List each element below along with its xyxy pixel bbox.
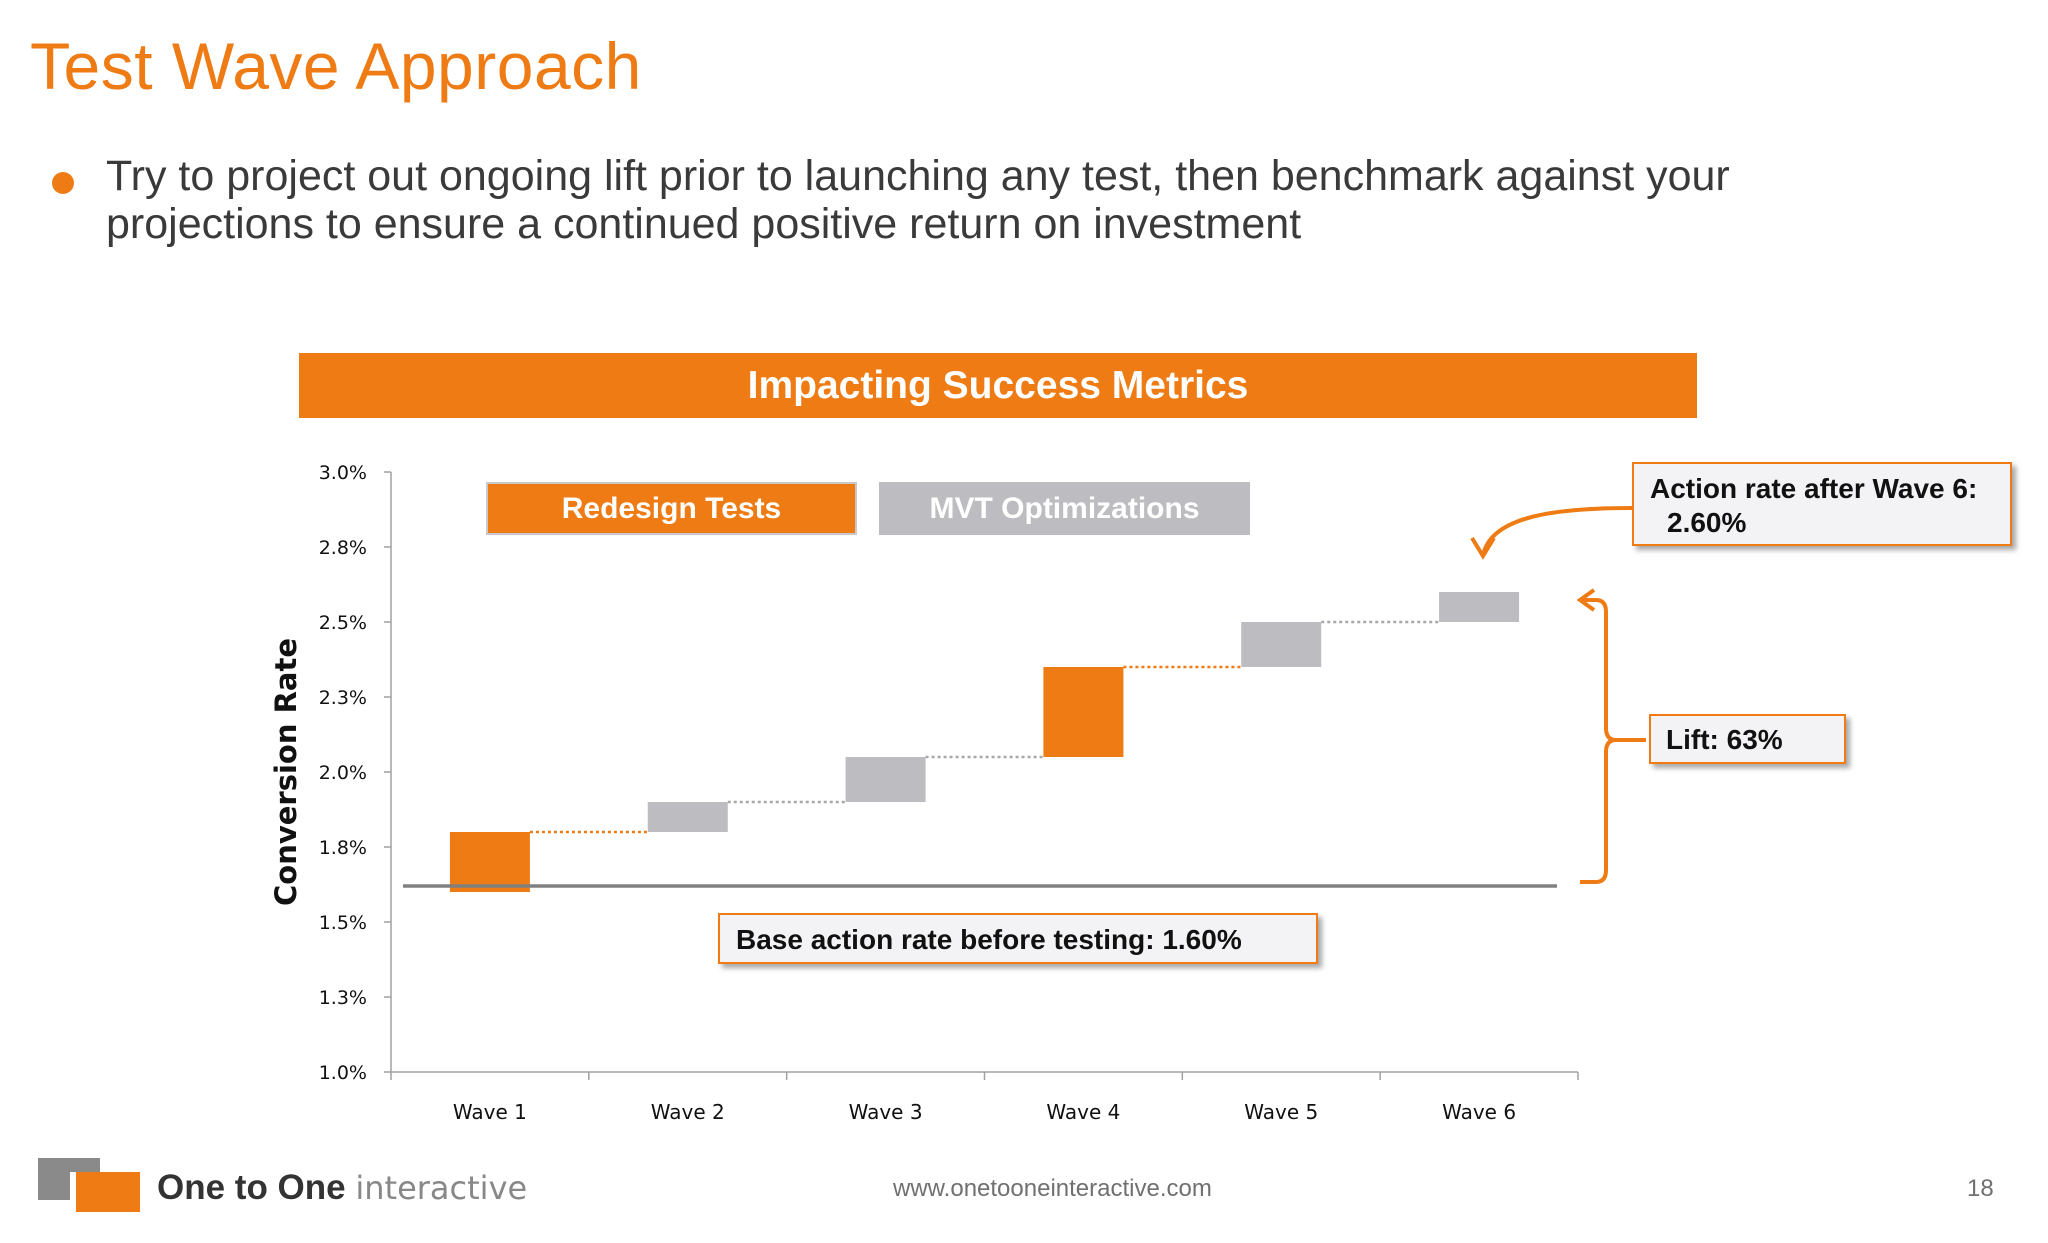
lift-bracket-arrowhead-icon bbox=[1576, 588, 1596, 612]
x-tick-label: Wave 4 bbox=[1046, 1100, 1120, 1124]
slide-title: Test Wave Approach bbox=[30, 29, 642, 103]
waterfall-bar bbox=[449, 832, 530, 892]
y-tick-label: 1.3% bbox=[319, 987, 367, 1009]
bullet-dot-icon bbox=[52, 172, 74, 194]
logo-text-secondary: interactive bbox=[355, 1169, 528, 1207]
x-tick-label: Wave 2 bbox=[651, 1100, 725, 1124]
y-tick-label: 3.0% bbox=[319, 462, 367, 484]
action-rate-callout: Action rate after Wave 6: 2.60% bbox=[1632, 462, 2012, 546]
y-tick-label: 1.0% bbox=[319, 1062, 367, 1084]
x-tick-label: Wave 5 bbox=[1244, 1100, 1318, 1124]
x-tick-label: Wave 3 bbox=[849, 1100, 923, 1124]
y-tick-label: 1.8% bbox=[319, 837, 367, 859]
company-logo-text: One to One interactive bbox=[157, 1168, 527, 1208]
lift-callout: Lift: 63% bbox=[1649, 714, 1846, 764]
page-number: 18 bbox=[1967, 1175, 1994, 1202]
waterfall-bar bbox=[1241, 622, 1322, 667]
company-logo bbox=[38, 1158, 140, 1213]
action-callout-arrow bbox=[1481, 506, 1633, 557]
y-tick-label: 1.5% bbox=[319, 912, 367, 934]
lift-bracket bbox=[1580, 598, 1646, 884]
y-tick-label: 2.5% bbox=[319, 612, 367, 634]
waterfall-bar bbox=[1439, 592, 1520, 622]
y-tick-label: 2.8% bbox=[319, 537, 367, 559]
waterfall-bar bbox=[845, 757, 926, 802]
legend-mvt-optimizations: MVT Optimizations bbox=[879, 482, 1250, 535]
action-rate-label: Action rate after Wave 6: bbox=[1650, 473, 1978, 504]
legend-redesign-tests: Redesign Tests bbox=[486, 482, 857, 535]
x-tick-label: Wave 6 bbox=[1442, 1100, 1516, 1124]
y-axis-label: Conversion Rate bbox=[269, 638, 303, 906]
base-rate-callout: Base action rate before testing: 1.60% bbox=[718, 913, 1318, 964]
x-tick-label: Wave 1 bbox=[453, 1100, 527, 1124]
footer-url: www.onetooneinteractive.com bbox=[893, 1175, 1212, 1202]
logo-orange-block bbox=[70, 1172, 140, 1212]
waterfall-bar bbox=[647, 802, 728, 832]
y-tick-label: 2.3% bbox=[319, 687, 367, 709]
bullet-text: Try to project out ongoing lift prior to… bbox=[106, 152, 1730, 248]
waterfall-bar bbox=[1043, 667, 1124, 757]
y-tick-label: 2.0% bbox=[319, 762, 367, 784]
action-callout-arrowhead-icon bbox=[1470, 536, 1496, 560]
chart-title-banner: Impacting Success Metrics bbox=[299, 353, 1697, 418]
action-rate-value: 2.60% bbox=[1667, 507, 1747, 538]
logo-text-primary: One to One bbox=[157, 1168, 346, 1207]
